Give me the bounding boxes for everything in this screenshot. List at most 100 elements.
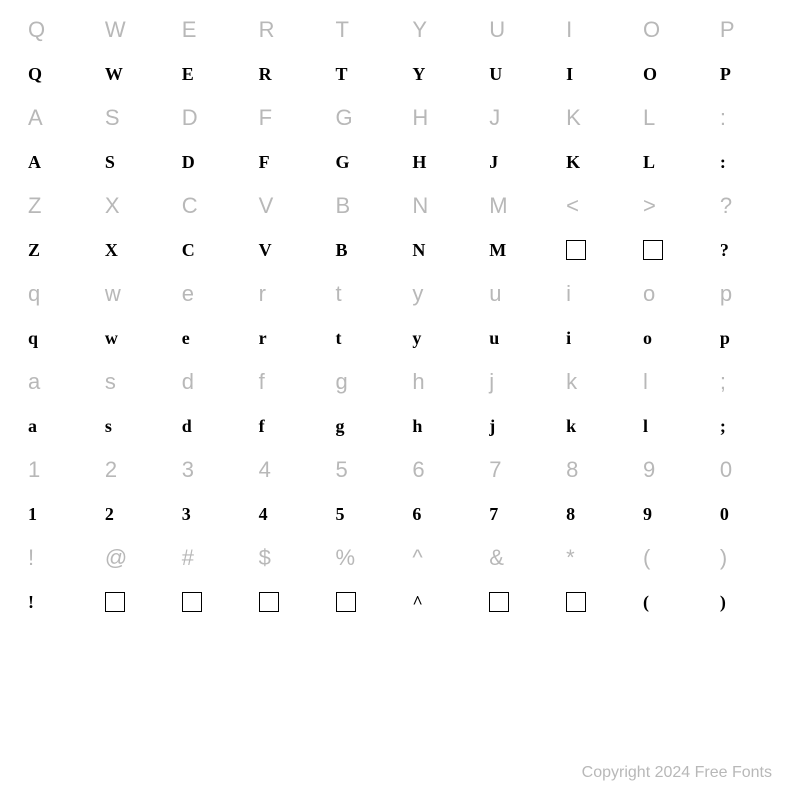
label-cell: K [562, 105, 622, 131]
key-label: R [259, 17, 275, 43]
glyph-cell [485, 592, 545, 612]
label-cell: ( [639, 545, 699, 571]
font-glyph: I [566, 64, 573, 85]
key-label: F [259, 105, 272, 131]
key-label: $ [259, 545, 271, 571]
font-glyph: 2 [105, 504, 114, 525]
label-cell: u [485, 281, 545, 307]
glyph-cell: u [485, 328, 545, 349]
glyph-cell: S [101, 152, 161, 173]
label-cell: > [639, 193, 699, 219]
glyph-cell: R [255, 64, 315, 85]
font-glyph: R [259, 64, 272, 85]
font-glyph: u [489, 328, 499, 349]
glyph-cell: t [332, 328, 392, 349]
font-glyph: L [643, 152, 655, 173]
font-glyph: J [489, 152, 498, 173]
label-row: qwertyuiop [24, 272, 776, 316]
label-cell: O [639, 17, 699, 43]
glyph-cell: 3 [178, 504, 238, 525]
label-cell: 6 [408, 457, 468, 483]
glyph-cell: ^ [408, 592, 468, 613]
label-cell: % [332, 545, 392, 571]
missing-glyph-box [489, 592, 509, 612]
key-label: W [105, 17, 126, 43]
glyph-cell: 0 [716, 504, 776, 525]
font-glyph: T [336, 64, 348, 85]
key-label: 2 [105, 457, 117, 483]
key-label: u [489, 281, 501, 307]
font-glyph: Q [28, 64, 42, 85]
label-cell: r [255, 281, 315, 307]
font-glyph: 1 [28, 504, 37, 525]
font-glyph: ; [720, 416, 726, 437]
font-glyph: C [182, 240, 195, 261]
label-cell: ) [716, 545, 776, 571]
label-cell: 4 [255, 457, 315, 483]
label-cell: 1 [24, 457, 84, 483]
glyph-cell: J [485, 152, 545, 173]
key-label: H [412, 105, 428, 131]
font-glyph: 4 [259, 504, 268, 525]
key-label: X [105, 193, 120, 219]
label-cell: D [178, 105, 238, 131]
font-glyph: F [259, 152, 270, 173]
glyph-cell: 9 [639, 504, 699, 525]
missing-glyph-box [336, 592, 356, 612]
key-label: g [336, 369, 348, 395]
key-label: 3 [182, 457, 194, 483]
font-glyph: 8 [566, 504, 575, 525]
label-cell: ; [716, 369, 776, 395]
font-glyph: r [259, 328, 267, 349]
key-label: 7 [489, 457, 501, 483]
key-label: O [643, 17, 660, 43]
glyph-cell: U [485, 64, 545, 85]
font-glyph: M [489, 240, 506, 261]
glyph-cell: o [639, 328, 699, 349]
missing-glyph-box [643, 240, 663, 260]
label-cell: ^ [408, 545, 468, 571]
glyph-cell [562, 592, 622, 612]
missing-glyph-box [566, 240, 586, 260]
key-label: w [105, 281, 121, 307]
font-glyph: 5 [336, 504, 345, 525]
glyph-cell: A [24, 152, 84, 173]
label-cell: $ [255, 545, 315, 571]
key-label: B [336, 193, 351, 219]
glyph-cell: M [485, 240, 545, 261]
key-label: : [720, 105, 726, 131]
glyph-cell: q [24, 328, 84, 349]
key-label: e [182, 281, 194, 307]
label-cell: U [485, 17, 545, 43]
label-cell: k [562, 369, 622, 395]
glyph-cell: Q [24, 64, 84, 85]
label-cell: ? [716, 193, 776, 219]
font-glyph: G [336, 152, 350, 173]
key-label: 1 [28, 457, 40, 483]
font-glyph: : [720, 152, 726, 173]
glyph-cell: P [716, 64, 776, 85]
key-label: A [28, 105, 43, 131]
glyph-cell [562, 240, 622, 260]
label-cell: t [332, 281, 392, 307]
glyph-cell: i [562, 328, 622, 349]
glyph-cell: V [255, 240, 315, 261]
key-label: Z [28, 193, 41, 219]
key-label: J [489, 105, 500, 131]
glyph-cell [332, 592, 392, 612]
font-glyph: ^ [412, 592, 422, 613]
glyph-cell: 8 [562, 504, 622, 525]
key-label: t [336, 281, 342, 307]
glyph-cell [101, 592, 161, 612]
font-glyph: g [336, 416, 345, 437]
label-cell: j [485, 369, 545, 395]
glyph-cell: C [178, 240, 238, 261]
label-cell: d [178, 369, 238, 395]
font-glyph: A [28, 152, 41, 173]
label-cell: e [178, 281, 238, 307]
key-label: % [336, 545, 356, 571]
key-label: * [566, 545, 575, 571]
label-cell: a [24, 369, 84, 395]
label-cell: F [255, 105, 315, 131]
font-glyph: ? [720, 240, 729, 261]
